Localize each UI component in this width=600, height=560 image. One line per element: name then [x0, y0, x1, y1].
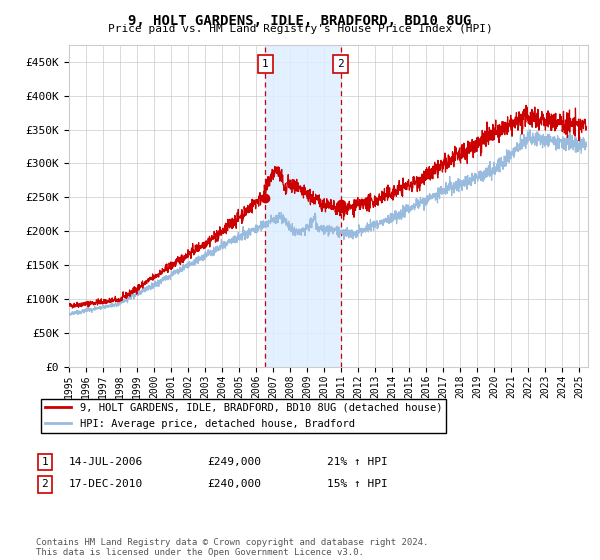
Text: 1: 1 [262, 59, 269, 69]
Text: 14-JUL-2006: 14-JUL-2006 [69, 457, 143, 467]
Text: £240,000: £240,000 [207, 479, 261, 489]
Text: 9, HOLT GARDENS, IDLE, BRADFORD, BD10 8UG: 9, HOLT GARDENS, IDLE, BRADFORD, BD10 8U… [128, 14, 472, 28]
Text: 2: 2 [41, 479, 49, 489]
Text: 1: 1 [41, 457, 49, 467]
Text: Price paid vs. HM Land Registry's House Price Index (HPI): Price paid vs. HM Land Registry's House … [107, 24, 493, 34]
Text: 2: 2 [337, 59, 344, 69]
Legend: 9, HOLT GARDENS, IDLE, BRADFORD, BD10 8UG (detached house), HPI: Average price, : 9, HOLT GARDENS, IDLE, BRADFORD, BD10 8U… [41, 399, 446, 433]
Bar [265, 45, 341, 367]
Text: 17-DEC-2010: 17-DEC-2010 [69, 479, 143, 489]
Text: 21% ↑ HPI: 21% ↑ HPI [327, 457, 388, 467]
Text: £249,000: £249,000 [207, 457, 261, 467]
Text: 15% ↑ HPI: 15% ↑ HPI [327, 479, 388, 489]
Text: Contains HM Land Registry data © Crown copyright and database right 2024.
This d: Contains HM Land Registry data © Crown c… [36, 538, 428, 557]
